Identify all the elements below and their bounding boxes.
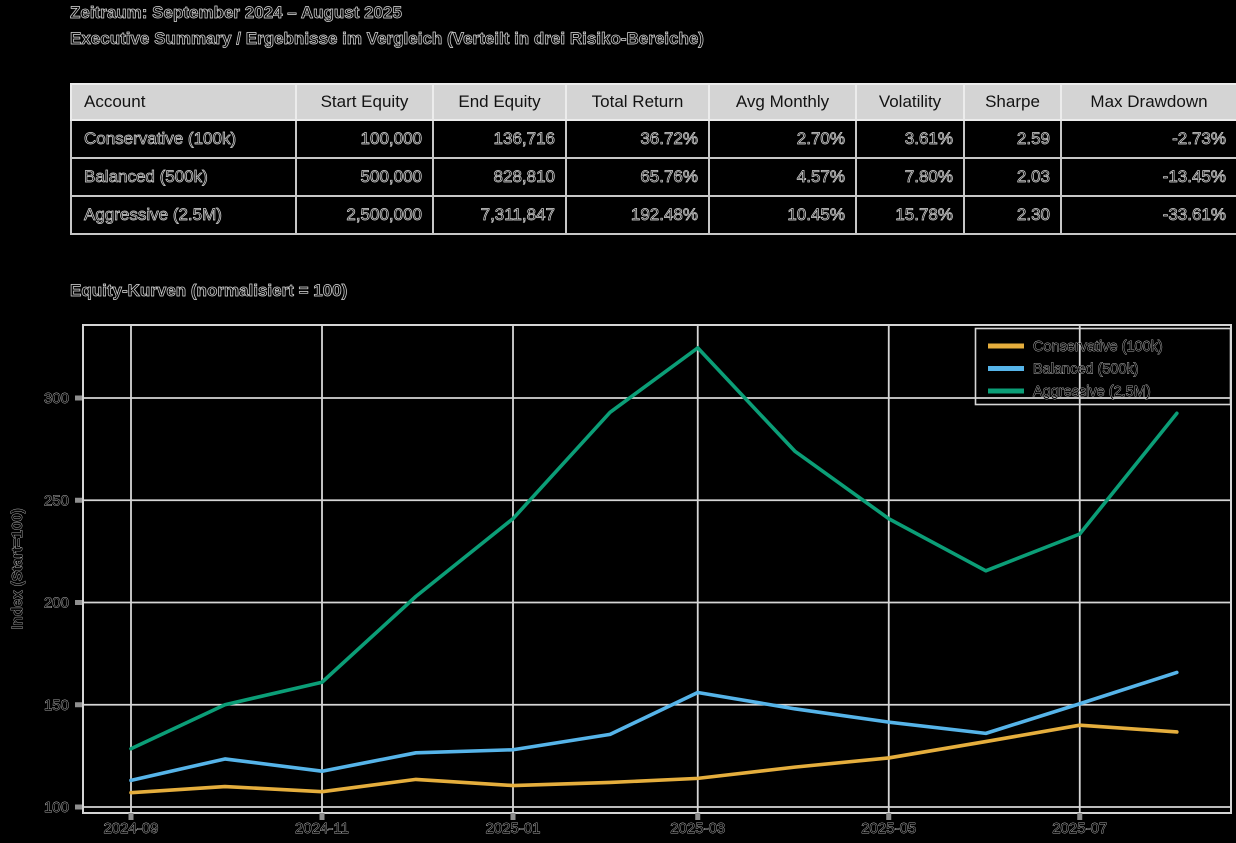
table-cell: 2.59 bbox=[963, 119, 1062, 159]
y-tick-label: 300 bbox=[44, 390, 69, 407]
legend-label: Balanced (500k) bbox=[1033, 362, 1139, 378]
table-cell: -2.73% bbox=[1060, 119, 1236, 159]
table-row: Balanced (500k) 500,000 828,810 65.76% 4.57%… bbox=[70, 157, 1236, 197]
table-cell: 192.48% bbox=[565, 195, 710, 235]
table-cell: 136,716 bbox=[432, 119, 567, 159]
table-cell: 2.30 bbox=[963, 195, 1062, 235]
table-cell: 2,500,000 bbox=[295, 195, 434, 235]
y-tick-label: 250 bbox=[44, 492, 69, 509]
y-tick bbox=[75, 497, 82, 503]
column-header-end-equity: End Equity bbox=[432, 83, 567, 121]
x-tick-label: 2025-01 bbox=[485, 820, 540, 837]
table-cell: Aggressive (2.5M) bbox=[70, 195, 297, 235]
table-cell: Balanced (500k) bbox=[70, 157, 297, 197]
legend-box bbox=[974, 327, 1232, 406]
table-cell: -13.45% bbox=[1060, 157, 1236, 197]
legend-label: Aggressive (2.5M) bbox=[1033, 384, 1151, 400]
report-summary-title: Executive Summary / Ergebnisse im Vergle… bbox=[70, 29, 705, 49]
table-cell: Conservative (100k) bbox=[70, 119, 297, 159]
table-cell: 3.61% bbox=[855, 119, 965, 159]
series-line-aggressive-2-5m- bbox=[129, 346, 1179, 751]
x-tick bbox=[886, 813, 892, 820]
series-line-balanced-500k- bbox=[129, 670, 1179, 783]
y-tick bbox=[75, 395, 82, 401]
table-cell: 7.80% bbox=[855, 157, 965, 197]
table-row: Aggressive (2.5M) 2,500,000 7,311,847 192.4… bbox=[70, 195, 1236, 235]
series-line-conservative-100k- bbox=[129, 723, 1179, 795]
x-tick-label: 2025-05 bbox=[861, 820, 916, 837]
x-tick bbox=[695, 813, 701, 820]
table-cell: 500,000 bbox=[295, 157, 434, 197]
table-cell: 15.78% bbox=[855, 195, 965, 235]
x-tick-label: 2025-03 bbox=[670, 820, 725, 837]
y-tick bbox=[75, 600, 82, 605]
legend-label: Conservative (100k) bbox=[1033, 339, 1163, 355]
column-header-max-drawdown: Max Drawdown bbox=[1060, 83, 1236, 121]
plot-border bbox=[82, 324, 1232, 814]
table-row: Conservative (100k) 100,000 136,716 36.72% 2… bbox=[70, 119, 1236, 159]
column-header-account: Account bbox=[70, 83, 297, 121]
table-cell: 7,311,847 bbox=[432, 195, 567, 235]
x-tick bbox=[510, 813, 516, 820]
y-tick bbox=[75, 804, 82, 810]
report-period-title: Zeitraum: September 2024 – August 2025 bbox=[70, 3, 403, 23]
table-cell: -33.61% bbox=[1060, 195, 1236, 235]
table-cell: 65.76% bbox=[565, 157, 710, 197]
x-tick bbox=[319, 813, 325, 820]
table-cell: 100,000 bbox=[295, 119, 434, 159]
table-cell: 2.70% bbox=[708, 119, 857, 159]
table-cell: 10.45% bbox=[708, 195, 857, 235]
x-tick bbox=[1077, 813, 1083, 820]
column-header-avg-monthly: Avg Monthly bbox=[708, 83, 857, 121]
column-header-volatility: Volatility bbox=[855, 83, 965, 121]
y-tick-label: 150 bbox=[44, 697, 69, 714]
chart-title: Equity-Kurven (normalisiert = 100) bbox=[70, 281, 348, 301]
column-header-start-equity: Start Equity bbox=[295, 83, 434, 121]
x-tick-label: 2024-11 bbox=[295, 820, 349, 837]
table-header-row: Account Start Equity End Equity Total Retur… bbox=[70, 83, 1236, 121]
summary-table: Account Start Equity End Equity Total Retur… bbox=[70, 83, 1236, 235]
table-cell: 4.57% bbox=[708, 157, 857, 197]
table-cell: 828,810 bbox=[432, 157, 567, 197]
x-tick bbox=[128, 813, 134, 820]
y-tick-label: 200 bbox=[44, 595, 69, 612]
column-header-sharpe: Sharpe bbox=[963, 83, 1062, 121]
y-axis-label: Index (Start=100) bbox=[9, 508, 26, 629]
table-cell: 2.03 bbox=[963, 157, 1062, 197]
y-tick-label: 100 bbox=[44, 799, 69, 816]
y-tick bbox=[75, 702, 82, 708]
table-cell: 36.72% bbox=[565, 119, 710, 159]
x-tick-label: 2025-07 bbox=[1052, 820, 1107, 837]
x-tick-label: 2024-09 bbox=[103, 820, 158, 837]
column-header-total-return: Total Return bbox=[565, 83, 710, 121]
